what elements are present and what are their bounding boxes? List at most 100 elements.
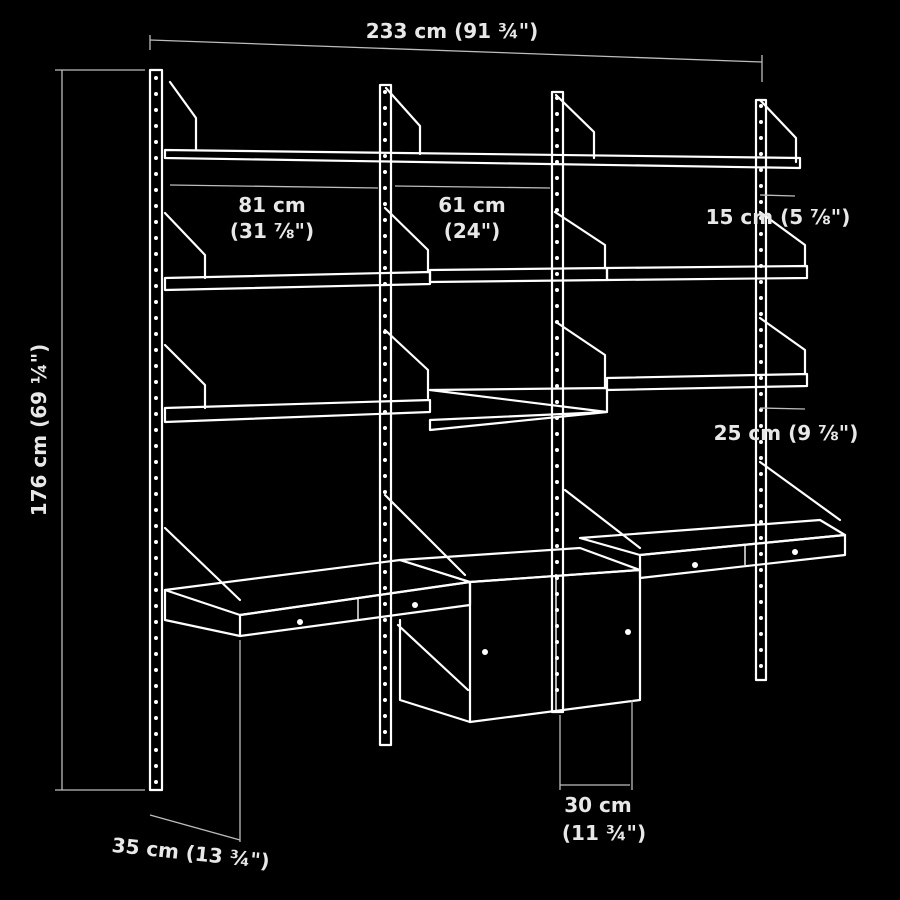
slot-hole	[759, 408, 763, 412]
slot-hole	[383, 138, 387, 142]
slot-hole	[759, 440, 763, 444]
slot-hole	[154, 556, 158, 560]
slot-hole	[154, 588, 158, 592]
slot-hole	[555, 288, 559, 292]
slot-hole	[555, 160, 559, 164]
wall-uprights	[148, 68, 768, 792]
slot-hole	[555, 464, 559, 468]
slot-hole	[154, 316, 158, 320]
slot-hole	[154, 188, 158, 192]
upright-3	[550, 90, 565, 714]
slot-hole	[154, 524, 158, 528]
slot-hole	[759, 104, 763, 108]
slot-hole	[555, 336, 559, 340]
slot-hole	[383, 634, 387, 638]
slot-hole	[759, 456, 763, 460]
slot-hole	[154, 364, 158, 368]
slot-hole	[383, 378, 387, 382]
slot-hole	[555, 432, 559, 436]
slot-hole	[383, 170, 387, 174]
slot-hole	[383, 538, 387, 542]
slot-hole	[383, 234, 387, 238]
label-cabinet-depth-in: (11 ¾")	[562, 821, 646, 845]
slot-hole	[154, 348, 158, 352]
slot-hole	[759, 344, 763, 348]
label-shelf-depth-medium: 25 cm (9 ⅞")	[714, 421, 859, 445]
slot-hole	[383, 490, 387, 494]
slot-hole	[759, 216, 763, 220]
slot-hole	[759, 568, 763, 572]
label-total-width: 233 cm (91 ¾")	[366, 19, 539, 43]
slot-hole	[154, 508, 158, 512]
slot-hole	[383, 122, 387, 126]
slot-hole	[383, 666, 387, 670]
slot-hole	[759, 120, 763, 124]
slot-hole	[555, 112, 559, 116]
label-section-2-cm: 61 cm	[438, 193, 506, 217]
slot-hole	[383, 570, 387, 574]
slot-hole	[383, 618, 387, 622]
slot-hole	[154, 684, 158, 688]
slot-hole	[154, 140, 158, 144]
slot-hole	[154, 700, 158, 704]
dimension-labels: 233 cm (91 ¾") 176 cm (69 ¼") 81 cm (31 …	[27, 19, 858, 873]
slot-hole	[555, 400, 559, 404]
slot-hole	[555, 272, 559, 276]
slot-hole	[383, 362, 387, 366]
slot-hole	[154, 476, 158, 480]
slot-hole	[555, 480, 559, 484]
slot-hole	[383, 730, 387, 734]
slot-hole	[154, 76, 158, 80]
label-shelf-depth-small: 15 cm (5 ⅞")	[706, 205, 851, 229]
slot-hole	[154, 220, 158, 224]
label-section-1-in: (31 ⅞")	[230, 219, 314, 243]
slot-hole	[759, 584, 763, 588]
slot-hole	[759, 664, 763, 668]
slot-hole	[154, 156, 158, 160]
slot-hole	[759, 536, 763, 540]
slot-hole	[555, 256, 559, 260]
slot-hole	[555, 448, 559, 452]
slot-hole	[154, 172, 158, 176]
slot-hole	[154, 460, 158, 464]
slot-hole	[759, 376, 763, 380]
upright-2	[378, 83, 393, 747]
slot-hole	[555, 224, 559, 228]
label-section-2-in: (24")	[444, 219, 501, 243]
slot-hole	[555, 176, 559, 180]
slot-hole	[154, 492, 158, 496]
desk-right	[563, 460, 847, 580]
upright-left	[148, 68, 164, 792]
slot-hole	[154, 620, 158, 624]
slot-hole	[154, 572, 158, 576]
slot-hole	[154, 92, 158, 96]
slot-hole	[759, 248, 763, 252]
slot-hole	[154, 284, 158, 288]
slot-hole	[154, 636, 158, 640]
slot-hole	[154, 236, 158, 240]
slot-hole	[154, 444, 158, 448]
slot-hole	[383, 90, 387, 94]
tray-shelf	[428, 386, 609, 432]
slot-hole	[555, 560, 559, 564]
slot-hole	[759, 136, 763, 140]
slot-hole	[383, 106, 387, 110]
slot-hole	[383, 426, 387, 430]
slot-hole	[759, 392, 763, 396]
slot-hole	[759, 632, 763, 636]
slot-hole	[383, 202, 387, 206]
slot-hole	[154, 124, 158, 128]
slot-hole	[154, 716, 158, 720]
slot-hole	[383, 522, 387, 526]
label-total-height: 176 cm (69 ¼")	[27, 344, 51, 517]
slot-hole	[555, 144, 559, 148]
slot-hole	[759, 296, 763, 300]
slot-hole	[555, 240, 559, 244]
slot-hole	[154, 764, 158, 768]
slot-hole	[154, 652, 158, 656]
slot-hole	[383, 442, 387, 446]
slot-hole	[383, 266, 387, 270]
slot-hole	[383, 250, 387, 254]
slot-hole	[555, 496, 559, 500]
slot-hole	[383, 394, 387, 398]
